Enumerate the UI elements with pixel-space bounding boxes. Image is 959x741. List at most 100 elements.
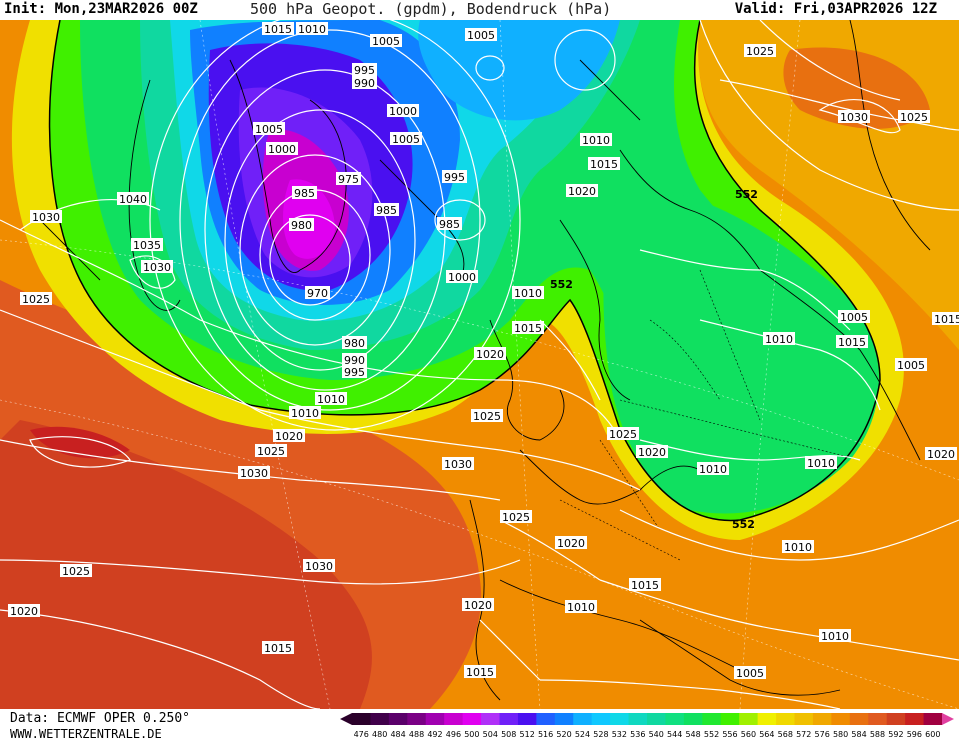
isobar-label: 1005 (255, 123, 283, 136)
isobar-label-bg (266, 142, 298, 155)
scale-swatch (591, 713, 611, 725)
scale-swatch (886, 713, 906, 725)
isobar-label: 1020 (638, 446, 666, 459)
isobar-label: 1015 (264, 23, 292, 36)
isobar-label-bg (471, 409, 503, 422)
chart-footer: Data: ECMWF OPER 0.250° WWW.WETTERZENTRA… (0, 709, 959, 741)
isobar-label-bg (303, 559, 335, 572)
scale-tick-label: 600 (925, 730, 940, 739)
isobar-label-bg (352, 76, 377, 89)
website-credit: WWW.WETTERZENTRALE.DE (10, 727, 162, 741)
isobar-label-bg (805, 456, 837, 469)
scale-tick-label: 496 (446, 730, 461, 739)
isobar-label-bg (898, 110, 930, 123)
isobar-label-bg (238, 466, 270, 479)
scale-tick-label: 584 (851, 730, 866, 739)
isobar-label-bg (464, 665, 496, 678)
isobar-label-bg (555, 536, 587, 549)
scale-swatch (647, 713, 666, 725)
scale-swatch (610, 713, 630, 725)
chart-header: Init: Mon,23MAR2026 00Z 500 hPa Geopot. … (0, 0, 959, 20)
isobar-label: 970 (307, 287, 328, 300)
isobar-label: 985 (439, 218, 460, 231)
isobar-label-bg (60, 564, 92, 577)
isobar-label: 990 (354, 77, 375, 90)
scale-swatch (905, 713, 925, 725)
isobar-label-bg (442, 457, 474, 470)
isobar-label-bg (836, 335, 868, 348)
isobar-label: 990 (344, 354, 365, 367)
scale-tick-label: 576 (815, 730, 830, 739)
isobar-label: 980 (344, 337, 365, 350)
isobar-label-bg (342, 336, 367, 349)
isobar-label-bg (636, 445, 668, 458)
contour-label: 552 (732, 518, 755, 531)
scale-tick-label: 528 (593, 730, 608, 739)
isobar-label-bg (273, 429, 305, 442)
isobar-label: 1030 (32, 211, 60, 224)
isobar-label: 1005 (840, 311, 868, 324)
scale-swatch (462, 713, 482, 725)
isobar-label: 1000 (448, 271, 476, 284)
isobar-label-bg (374, 203, 399, 216)
scale-tick-label: 580 (833, 730, 848, 739)
isobar-label-bg (474, 347, 506, 360)
isobar-label-bg (262, 641, 294, 654)
isobar-label: 1020 (476, 348, 504, 361)
scale-swatch (776, 713, 795, 725)
isobar-label: 1030 (444, 458, 472, 471)
isobar-label: 1025 (502, 511, 530, 524)
isobar-label-bg (296, 22, 328, 35)
isobar-label-bg (566, 184, 598, 197)
map-title: 500 hPa Geopot. (gpdm), Bodendruck (hPa) (250, 0, 612, 18)
isobar-label: 1010 (582, 134, 610, 147)
isobar-label: 1020 (10, 605, 38, 618)
scale-swatch (812, 713, 832, 725)
isobar-label-bg (117, 192, 149, 205)
scale-swatch (554, 713, 574, 725)
scale-tick-label: 572 (796, 730, 811, 739)
isobar-label-bg (782, 540, 814, 553)
isobar-label: 975 (338, 173, 359, 186)
isobar-label-bg (289, 218, 314, 231)
isobar-label-bg (512, 286, 544, 299)
isobar-label: 1005 (392, 133, 420, 146)
coastlines (39, 20, 931, 701)
isobar-label-bg (30, 210, 62, 223)
isobar-label-bg (734, 666, 766, 679)
isobar-label: 1010 (514, 287, 542, 300)
isobar-label: 1015 (466, 666, 494, 679)
isobar-label-bg (607, 427, 639, 440)
isobar-label: 1025 (900, 111, 928, 124)
isobar-label-bg (262, 22, 294, 35)
scale-swatch (444, 713, 464, 725)
isobar-label-bg (580, 133, 612, 146)
scale-tick-label: 492 (427, 730, 442, 739)
isobar-label-bg (697, 462, 729, 475)
isobar-label: 1025 (609, 428, 637, 441)
isobar-label-bg (819, 629, 851, 642)
isobar-label: 1010 (699, 463, 727, 476)
valid-time: Valid: Fri,03APR2026 12Z (734, 1, 937, 17)
isobar-label-bg (390, 132, 422, 145)
scale-tick-label: 520 (556, 730, 571, 739)
scale-swatch (739, 713, 759, 725)
isobar-label-bg (442, 170, 467, 183)
isobar-label: 1005 (372, 35, 400, 48)
scale-tick-label: 508 (501, 730, 516, 739)
isobar-label: 1015 (264, 642, 292, 655)
scale-arrow-right (942, 713, 954, 725)
scale-tick-label: 480 (372, 730, 387, 739)
isobar-label: 1025 (473, 410, 501, 423)
scale-swatch (573, 713, 593, 725)
isobar-label: 1010 (567, 601, 595, 614)
isobar-label-bg (289, 406, 321, 419)
scale-arrow-left (340, 713, 352, 725)
isobar-label: 1010 (821, 630, 849, 643)
isobar-label: 1020 (464, 599, 492, 612)
isobar-label-bg (895, 358, 927, 371)
isobar-label: 1025 (22, 293, 50, 306)
isobar-label-bg (131, 238, 163, 251)
scale-tick-label: 544 (667, 730, 682, 739)
